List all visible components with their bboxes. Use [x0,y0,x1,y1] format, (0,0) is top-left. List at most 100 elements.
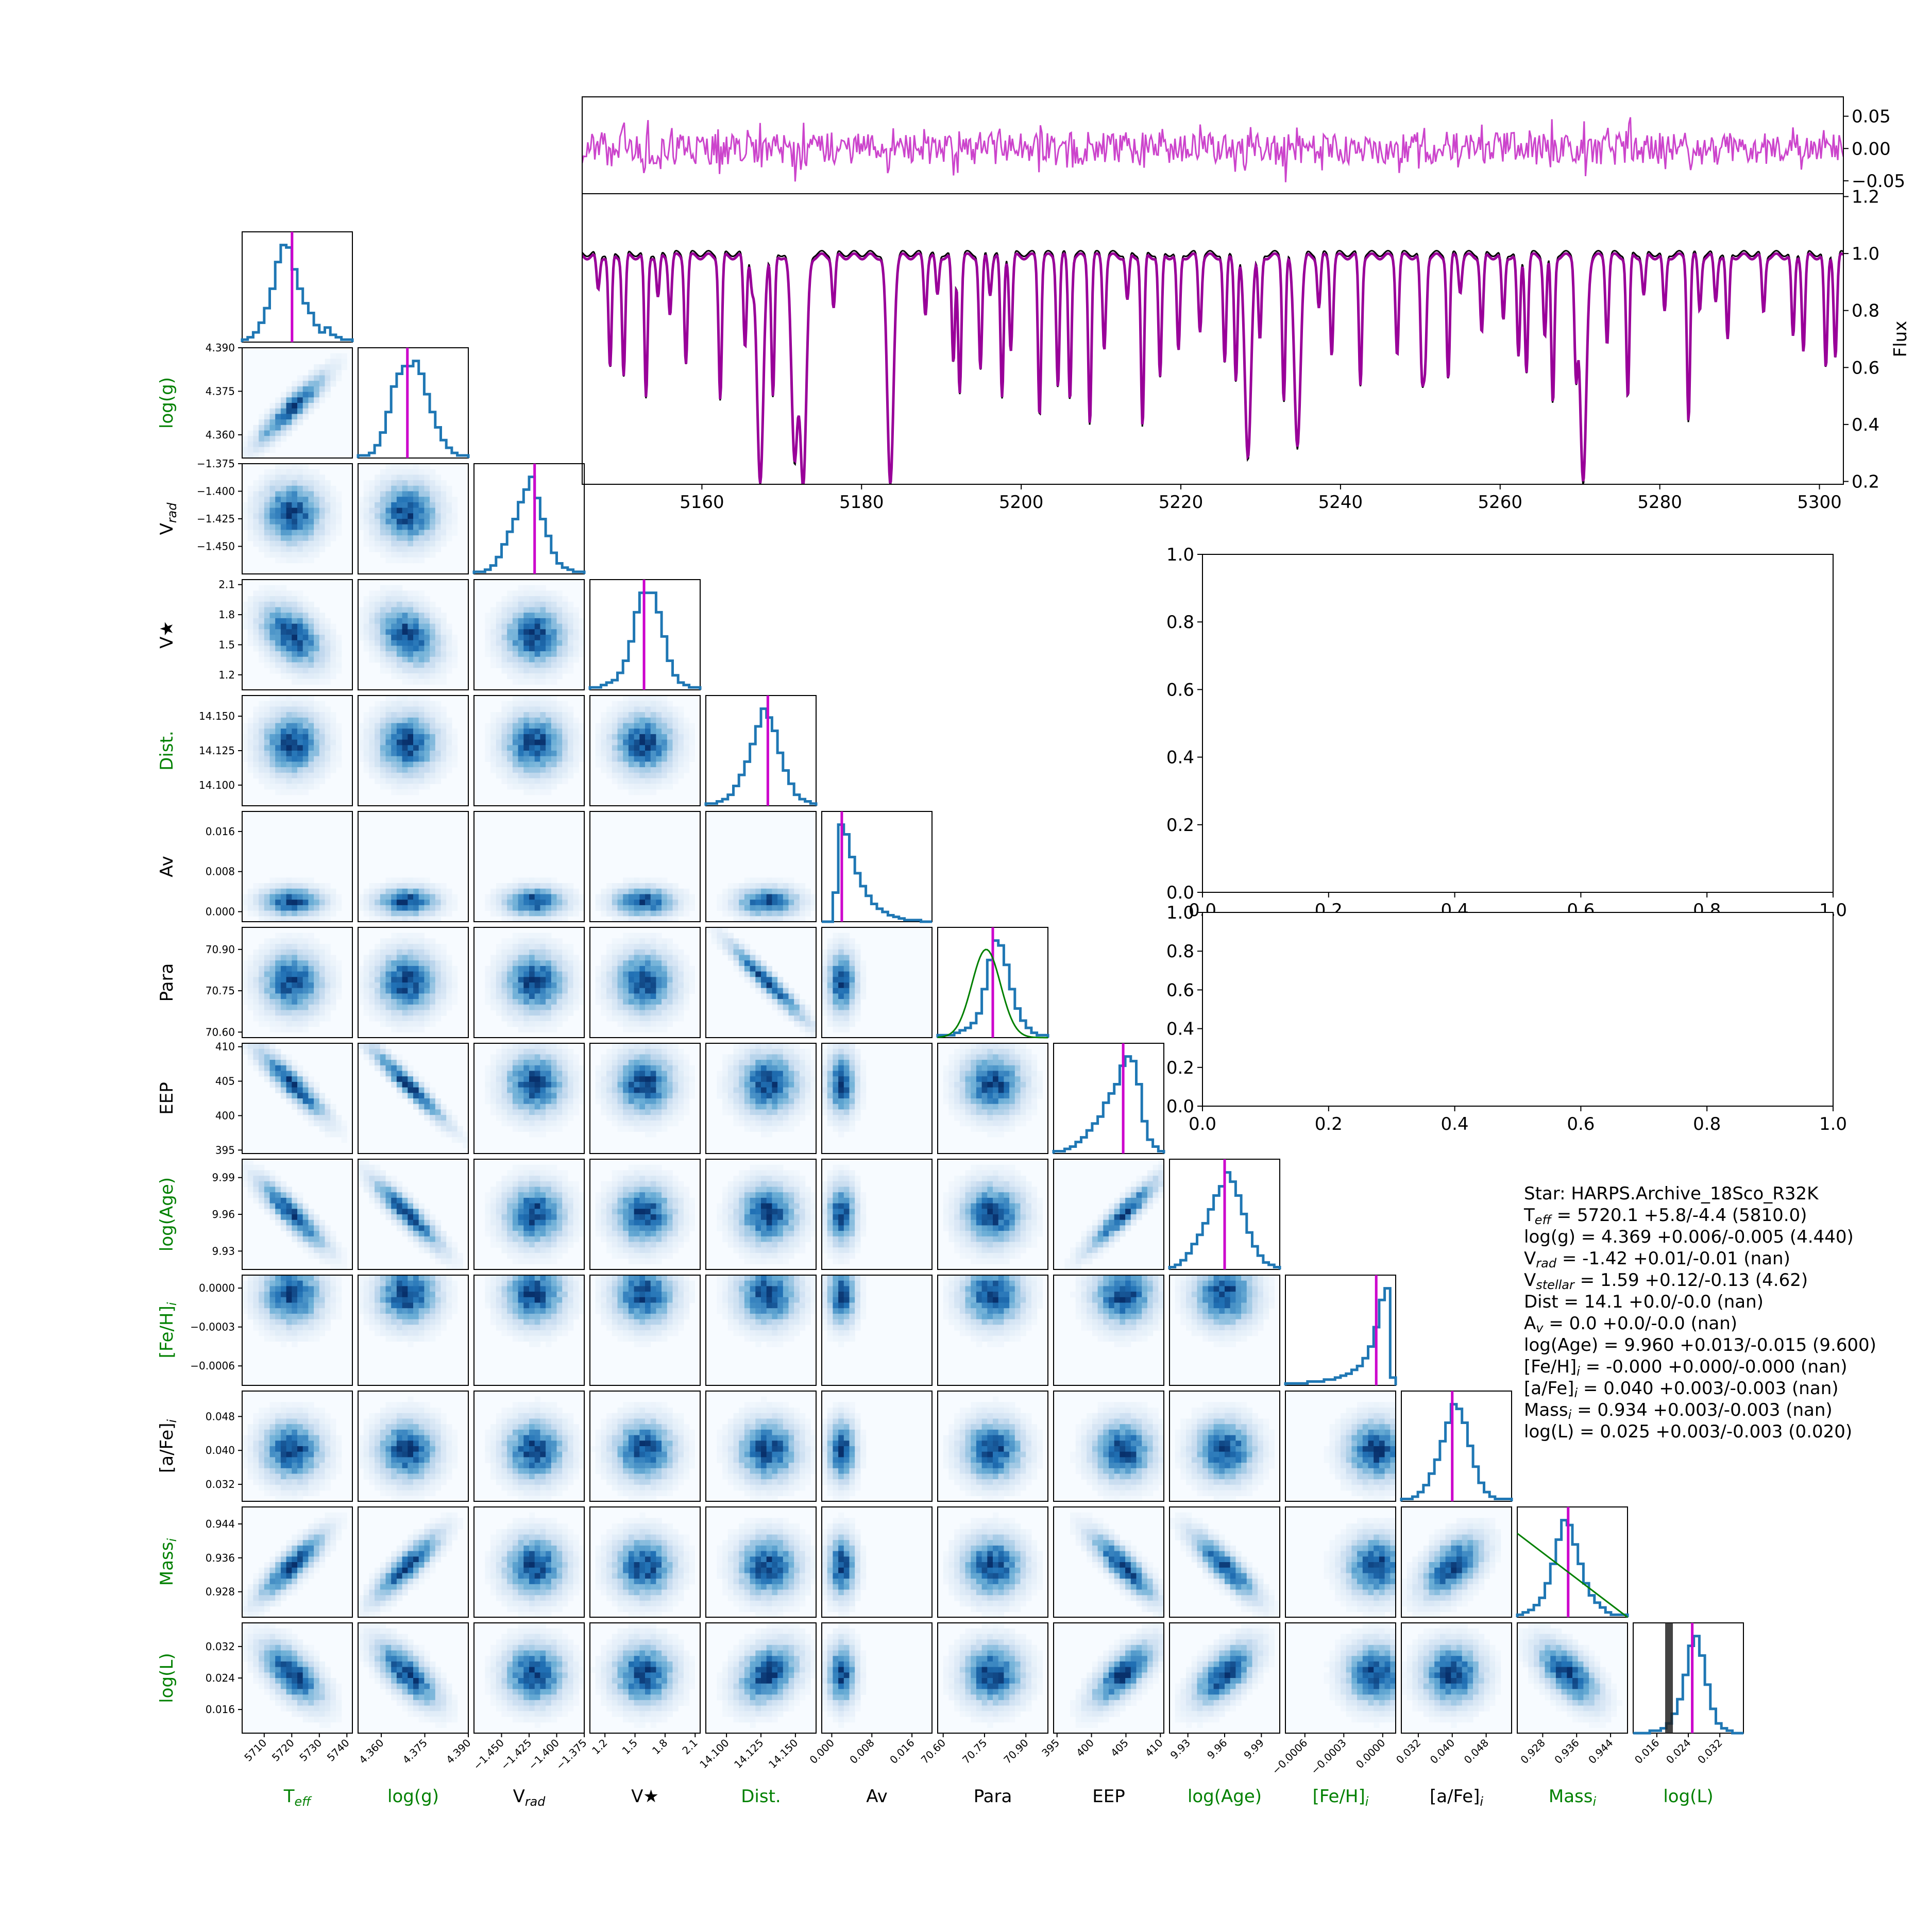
density-cell [639,971,646,977]
density-cell [314,540,320,547]
density-cell [446,629,452,635]
density-cell [264,414,270,420]
density-cell [606,706,613,713]
density-cell [418,767,425,773]
density-cell [280,629,287,635]
density-cell [794,1004,800,1011]
density-cell [325,524,331,530]
density-cell [650,767,656,773]
density-cell [683,888,690,895]
density-cell [424,877,430,884]
density-cell [259,993,265,999]
density-cell [308,1076,314,1082]
density-cell [523,883,530,889]
density-cell [264,717,270,724]
density-cell [402,596,408,602]
density-cell [512,1043,519,1049]
density-cell [727,883,734,889]
density-cell [546,1021,552,1027]
density-cell [534,877,540,884]
density-cell [319,982,326,989]
density-cell [662,728,668,735]
density-cell [286,513,292,519]
density-cell [385,993,392,999]
density-cell [402,651,408,657]
density-cell [264,519,270,525]
density-cell [391,613,397,619]
density-cell [325,679,331,685]
density-cell [485,971,491,977]
density-cell [650,960,656,967]
density-cell [297,613,303,619]
density-cell [302,1104,309,1110]
density-cell [264,618,270,624]
density-cell [402,894,408,900]
density-cell [485,613,491,619]
density-5-1 [358,811,469,922]
density-cell [408,723,414,729]
density-cell [325,965,331,972]
density-cell [667,723,673,729]
density-cell [523,1115,530,1121]
density-cell [843,1015,850,1022]
density-cell [650,877,656,884]
density-cell [264,728,270,735]
density-cell [662,1015,668,1022]
density-cell [606,965,613,972]
density-cell [485,734,491,740]
density-cell [672,734,679,740]
density-cell [562,613,568,619]
density-cell [534,767,540,773]
density-cell [418,982,425,989]
density-cell [496,993,502,999]
density-cell [579,756,585,762]
density-cell [402,601,408,608]
density-cell [424,894,430,900]
density-cell [385,728,392,735]
density-cell [512,965,519,972]
density-cell [617,1010,623,1016]
density-cell [391,1071,397,1077]
density-cell [319,767,326,773]
density-cell [302,772,309,779]
density-cell [369,728,375,735]
density-cell [485,1098,491,1105]
density-cell [430,601,436,608]
density-cell [672,977,679,983]
density-cell [843,960,850,967]
density-cell [656,723,662,729]
density-cell [424,977,430,983]
density-cell [302,910,309,917]
density-cell [546,784,552,790]
density-cell [280,590,287,597]
density-cell [501,635,507,641]
density-cell [512,761,519,768]
density-cell [385,469,392,475]
density-cell [391,728,397,735]
density-cell [430,761,436,768]
density-cell [264,447,270,453]
density-cell [297,392,303,398]
density-cell [772,977,778,983]
density-cell [385,1054,392,1060]
density-cell [314,1010,320,1016]
density-cell [435,944,442,950]
density-cell [490,971,497,977]
density-cell [275,916,281,922]
density-cell [413,629,419,635]
density-cell [308,497,314,503]
density-cell [623,955,629,961]
density-cell [253,1010,259,1016]
density-cell [396,662,403,668]
density-cell [595,734,601,740]
density-cell [446,910,452,917]
density-cell [485,739,491,745]
density-cell [391,590,397,597]
density-cell [534,1048,540,1055]
density-cell [540,960,546,967]
density-cell [286,745,292,751]
density-cell [385,618,392,624]
density-cell [772,971,778,977]
density-cell [247,905,253,911]
density-cell [573,629,579,635]
